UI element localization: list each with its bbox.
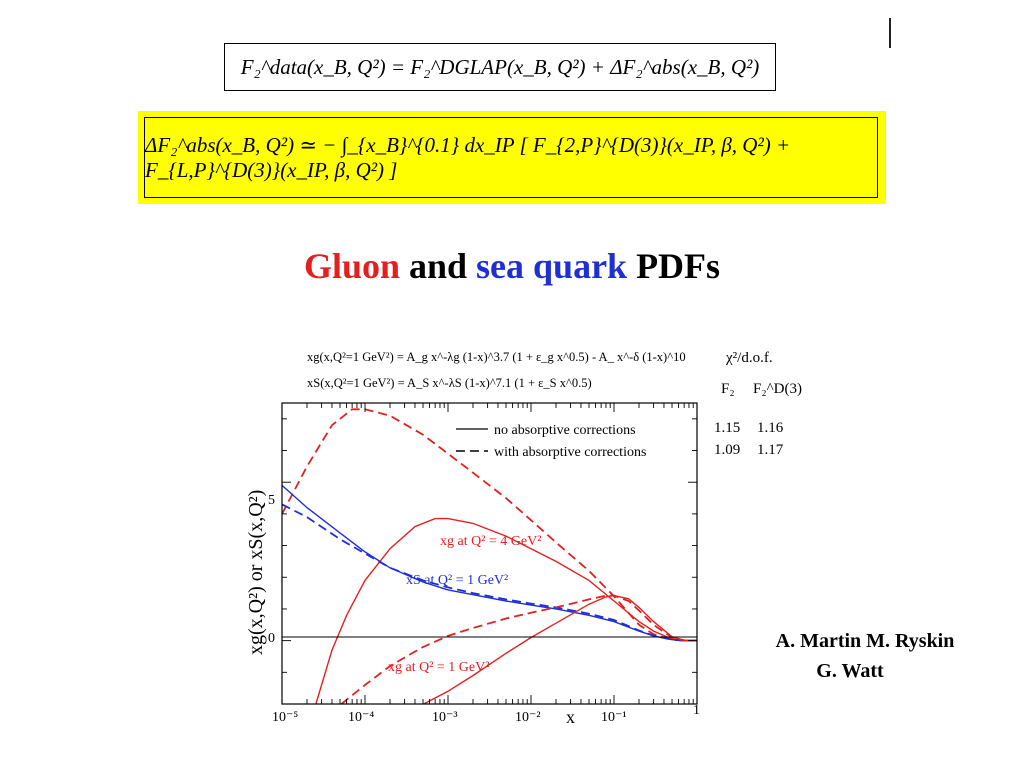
chi2-row2-f2: 1.09 bbox=[714, 442, 741, 458]
x-tick-label-1e-3: 10⁻³ bbox=[432, 710, 458, 725]
curve-gluon-Q2-1-solid bbox=[423, 594, 698, 705]
legend-dashed-label: with absorptive corrections bbox=[494, 445, 646, 460]
slide-title: Gluon and sea quark PDFs bbox=[0, 245, 1024, 287]
x-tick-label-1e-5: 10⁻⁵ bbox=[272, 710, 298, 725]
legend-solid-label: no absorptive corrections bbox=[494, 423, 636, 438]
title-sea-quark: sea quark bbox=[476, 246, 628, 286]
equation-absorptive-highlight: ΔF₂^abs(x_B, Q²) ≃ − ∫_{x_B}^{0.1} dx_IP… bbox=[138, 111, 886, 204]
chi2-col-f2d3: F₂^D(3) bbox=[753, 381, 802, 397]
equation-absorptive-box: ΔF₂^abs(x_B, Q²) ≃ − ∫_{x_B}^{0.1} dx_IP… bbox=[144, 117, 878, 198]
plot-frame bbox=[281, 402, 698, 705]
formula-sea: xS(x,Q²=1 GeV²) = A_S x^-λS (1-x)^7.1 (1… bbox=[307, 376, 592, 390]
equation-f2-text: F₂^data(x_B, Q²) = F₂^DGLAP(x_B, Q²) + Δ… bbox=[240, 54, 760, 79]
chi2-row1-f2d3: 1.16 bbox=[757, 420, 784, 436]
x-tick-label-1e-2: 10⁻² bbox=[515, 710, 541, 725]
equation-f2-decomposition: F₂^data(x_B, Q²) = F₂^DGLAP(x_B, Q²) + Δ… bbox=[224, 43, 776, 91]
y-tick-label-5: 5 bbox=[268, 493, 275, 508]
y-tick-label-0: 0 bbox=[268, 631, 275, 646]
axis-ticks bbox=[281, 403, 697, 704]
vertical-bar-decoration bbox=[889, 18, 891, 48]
curve-sea-Q2-1-dashed bbox=[281, 503, 697, 642]
x-tick-label-1: 1 bbox=[693, 703, 700, 718]
chi2-row1-f2: 1.15 bbox=[714, 420, 741, 436]
title-gluon: Gluon bbox=[303, 246, 400, 286]
x-tick-label-1e-4: 10⁻⁴ bbox=[348, 710, 374, 725]
authors-line-2: G. Watt bbox=[816, 660, 884, 682]
title-pdfs: PDFs bbox=[627, 246, 721, 286]
formula-gluon: xg(x,Q²=1 GeV²) = A_g x^-λg (1-x)^3.7 (1… bbox=[307, 350, 686, 364]
x-tick-label-1e-1: 10⁻¹ bbox=[601, 710, 627, 725]
authors-line-1: A. Martin M. Ryskin bbox=[775, 630, 955, 652]
curve-gluon-Q2-4-solid bbox=[315, 517, 697, 705]
chi2-col-f2: F₂ bbox=[721, 381, 735, 397]
curve-gluon-Q2-4-dashed bbox=[281, 408, 697, 642]
title-and: and bbox=[399, 246, 477, 286]
x-axis-label: x bbox=[566, 707, 575, 727]
curve-gluon-Q2-1-dashed bbox=[340, 594, 698, 705]
annotation-xg-q2-4: xg at Q² = 4 GeV² bbox=[440, 534, 541, 549]
equation-absorptive-text: ΔF₂^abs(x_B, Q²) ≃ − ∫_{x_B}^{0.1} dx_IP… bbox=[145, 132, 791, 182]
y-axis-label: xg(x,Q²) or xS(x,Q²) bbox=[245, 490, 267, 655]
annotation-xg-q2-1: xg at Q² = 1 GeV² bbox=[388, 660, 489, 675]
annotation-xs-q2-1: xS at Q² = 1 GeV² bbox=[406, 573, 508, 588]
chi2-row2-f2d3: 1.17 bbox=[757, 442, 784, 458]
chi2-header: χ²/d.o.f. bbox=[726, 350, 773, 366]
